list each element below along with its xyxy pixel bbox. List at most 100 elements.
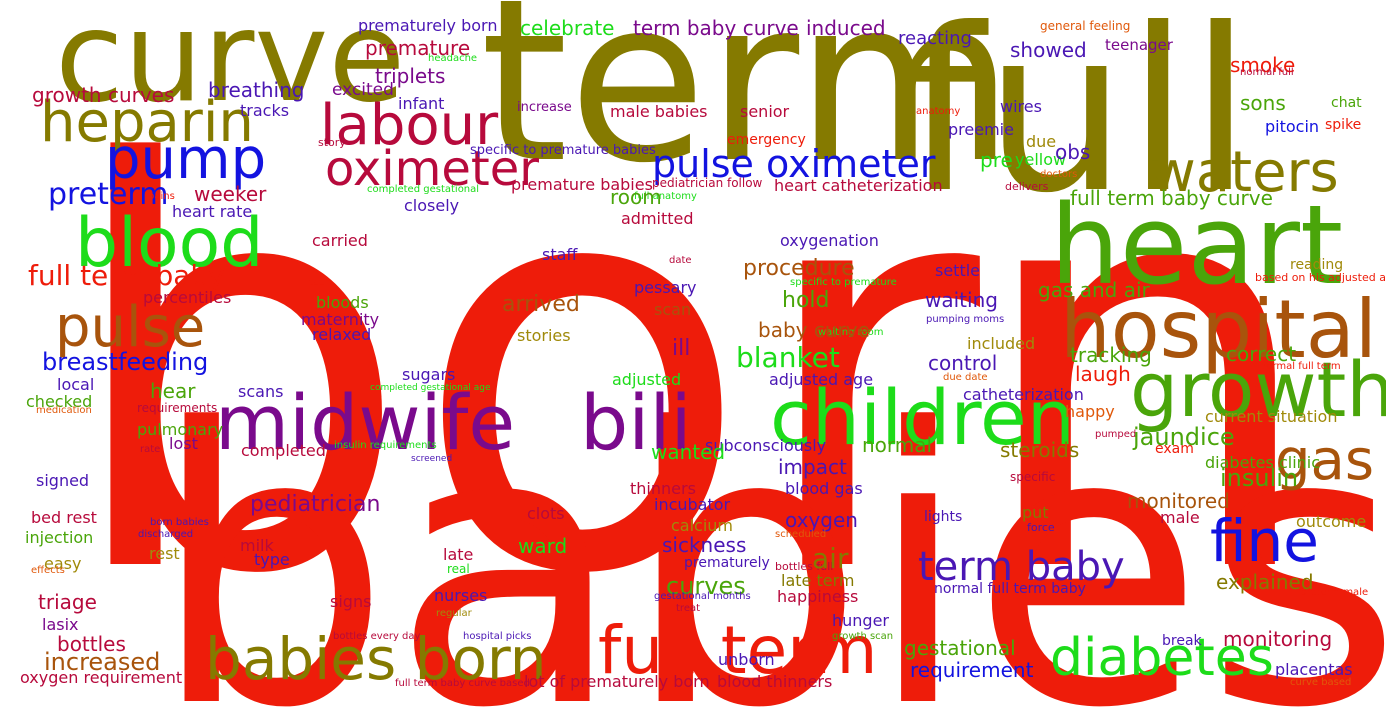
word-control: control	[928, 351, 998, 375]
word-pains: pains	[148, 191, 175, 202]
word-requirement: requirement	[910, 658, 1034, 682]
word-specific: specific	[1010, 470, 1056, 484]
word-doctors: doctors	[1040, 169, 1078, 180]
word-spike: spike	[1325, 117, 1362, 133]
word-term-baby-curve: term baby curve	[633, 16, 799, 40]
word-monitoring: monitoring	[1223, 627, 1333, 651]
word-children: children	[770, 373, 1075, 462]
word-completed-gestational-age: completed gestational age	[370, 383, 491, 393]
word-signs: signs	[330, 592, 372, 611]
word-gas: gas	[1275, 428, 1375, 493]
word-general-feeling: general feeling	[1040, 19, 1131, 33]
word-oximeter: oximeter	[325, 141, 540, 197]
word-tech: tech	[309, 277, 331, 288]
word-gestational-months: gestational months	[654, 591, 751, 602]
word-bed-rest: bed rest	[31, 508, 97, 527]
word-effects: effects	[31, 565, 65, 576]
word-waters: waters	[1150, 140, 1339, 205]
word-signed: signed	[36, 471, 90, 490]
word-explained: explained	[1216, 570, 1314, 594]
word-gestational: gestational	[904, 636, 1016, 660]
word-pitocin: pitocin	[1265, 117, 1320, 136]
word-baby-curve: baby curve	[758, 318, 870, 342]
word-induced: induced	[806, 16, 886, 40]
word-checked: checked	[26, 392, 93, 411]
word-sons: sons	[1240, 91, 1286, 115]
word-treat: treat	[676, 603, 701, 614]
word-hear: hear	[150, 379, 196, 403]
word-sickness: sickness	[662, 533, 747, 557]
word-born-babies: born babies	[150, 517, 209, 528]
word-closely: closely	[404, 196, 460, 215]
word-waiting-room: waiting room	[818, 327, 884, 338]
word-hunger: hunger	[832, 611, 889, 630]
word-babies: babies	[150, 348, 1386, 713]
word-normal-full-term: normal full term	[1260, 361, 1341, 372]
word-ward: ward	[518, 534, 568, 558]
word-lot-of-prematurely-born: lot of prematurely born	[524, 672, 710, 691]
word-oxygen-requirement: oxygen requirement	[20, 668, 183, 687]
word-settle: settle	[935, 261, 981, 280]
word-scan: scan	[654, 300, 692, 319]
word-full-anatomy: full anatomy	[634, 191, 697, 202]
word-admitted: admitted	[621, 209, 694, 228]
word-blood: blood	[75, 204, 264, 283]
word-placentas: placentas	[1275, 660, 1353, 679]
word-carried: carried	[312, 231, 368, 250]
word-full-term-baby: full term baby	[28, 259, 225, 292]
word-clots: clots	[527, 504, 565, 523]
word-pulse-oximeter: pulse oximeter	[652, 142, 936, 186]
word-insulin-requirements: insulin requirements	[334, 440, 437, 451]
word-type: type	[254, 550, 290, 569]
word-pumped: pumped	[1095, 429, 1137, 440]
word-celebrate: celebrate	[520, 16, 615, 40]
word-subconsciously: subconsciously	[705, 436, 827, 455]
word-pessary: pessary	[634, 278, 697, 297]
word-increase: increase	[517, 100, 572, 115]
word-insulin: insulin	[1220, 464, 1299, 492]
word-male: male	[1160, 508, 1200, 527]
word-increased: increased	[44, 648, 161, 676]
word-completed: completed	[241, 441, 326, 460]
word-calcium: calcium	[671, 516, 734, 535]
word-hold: hold	[782, 288, 830, 313]
word-heart-catheterization: heart catheterization	[774, 176, 943, 195]
word-pump: pump	[105, 127, 267, 192]
word-hospital-picks: hospital picks	[463, 631, 532, 642]
word-happy: happy	[1065, 402, 1115, 421]
word-blanket: blanket	[736, 341, 840, 374]
word-blood-gas: blood gas	[785, 479, 863, 498]
word-delivers: delivers	[1005, 180, 1049, 193]
word-growth-scan: growth scan	[832, 631, 894, 642]
word-jaundice: jaundice	[1133, 423, 1235, 451]
word-full: full	[905, 0, 1252, 243]
word-wanted: wanted	[651, 440, 726, 464]
word-showed: showed	[1010, 38, 1087, 62]
word-injection: injection	[25, 528, 94, 547]
word-scans: scans	[238, 382, 284, 401]
word-preterm-male: preterm male	[1300, 587, 1369, 598]
word-triplets: triplets	[375, 64, 446, 88]
word-babies-born: babies born	[205, 625, 547, 693]
word-catheterization: catheterization	[963, 385, 1084, 404]
word-normal-full: normal full	[1240, 67, 1294, 78]
word-due-date: due date	[943, 372, 988, 383]
word-obs: obs	[1055, 140, 1091, 164]
word-monitored: monitored	[1127, 489, 1230, 513]
word-heart-rate: heart rate	[172, 202, 253, 221]
word-born: born	[60, 49, 1323, 695]
word-happiness: happiness	[777, 587, 859, 606]
word-stories: stories	[517, 326, 571, 345]
word-diabetes-clinic: diabetes clinic	[1205, 453, 1321, 472]
word-regular: regular	[436, 608, 472, 619]
word-curve: curve	[55, 0, 406, 130]
word-bottles-every-day: bottles every day	[333, 631, 421, 642]
word-room: room	[610, 185, 662, 209]
word-gas-and-air: gas and air	[1038, 278, 1150, 302]
word-curves: curves	[666, 572, 746, 600]
word-easy: easy	[44, 554, 82, 573]
word-outcome: outcome	[1296, 512, 1367, 531]
word-force: force	[1027, 521, 1055, 534]
word-relaxed: relaxed	[312, 325, 372, 344]
word-rest: rest	[149, 544, 180, 563]
